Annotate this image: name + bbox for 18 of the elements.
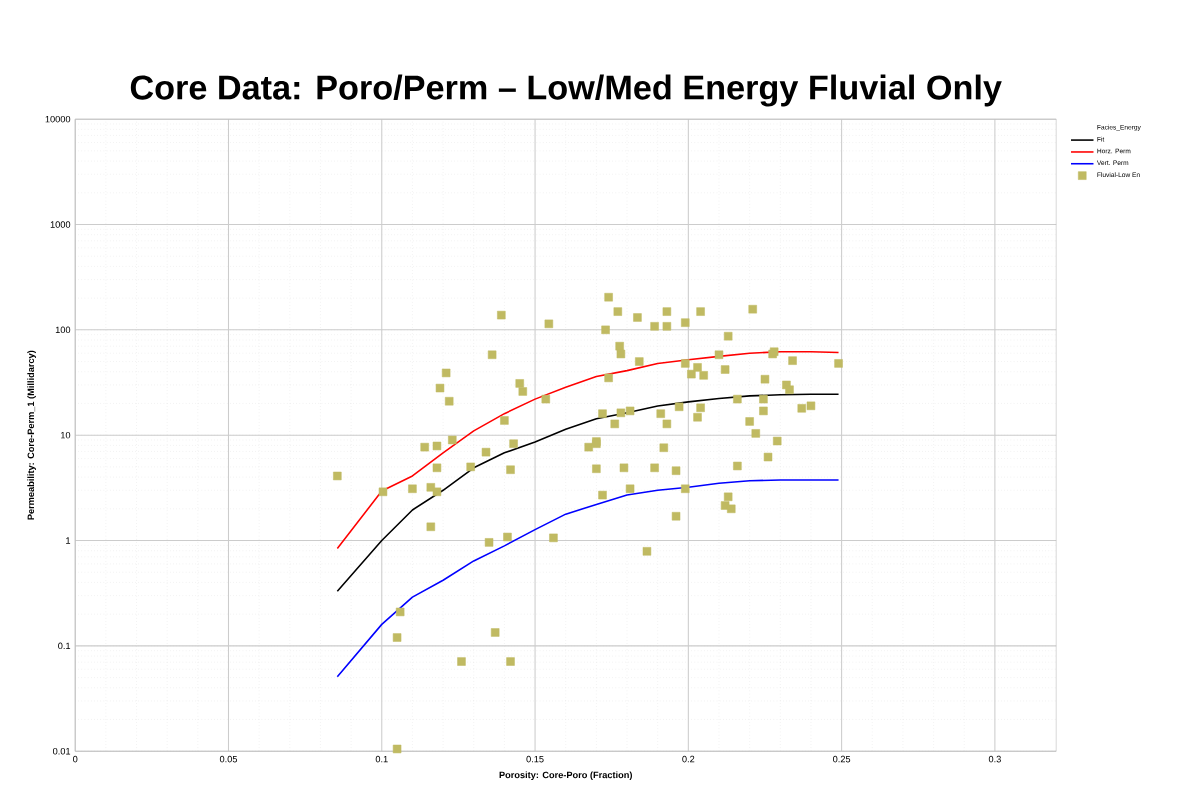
x-tick-label: 0.25	[832, 755, 851, 763]
x-tick-label: 0.1	[375, 755, 388, 763]
x-tick-label: 0	[73, 755, 78, 763]
x-tick-label: 0.2	[682, 755, 695, 763]
y-tick-label: 100	[55, 326, 71, 334]
y-tick-label: 0.1	[58, 642, 71, 650]
y-tick-label: 10	[61, 432, 71, 439]
x-tick-label: 0.05	[219, 755, 238, 763]
x-tick-label: 0.3	[988, 755, 1001, 763]
x-axis-title: Porosity: Core-Poro (Fraction)	[499, 771, 632, 781]
line-series	[336, 393, 840, 593]
y-tick-label: 10000	[45, 115, 71, 123]
x-tick-label: 0.15	[526, 755, 544, 763]
y-tick-label: 0.01	[52, 748, 71, 755]
y-tick-label: 1000	[50, 221, 71, 228]
chart-title: Core Data: Poro/Perm – Low/Med Energy Fluvial Only	[130, 74, 1002, 107]
y-tick-label: 1	[66, 537, 71, 544]
y-axis-title: Permeability: Core-Perm_1 (Millidarcy)	[27, 350, 36, 520]
